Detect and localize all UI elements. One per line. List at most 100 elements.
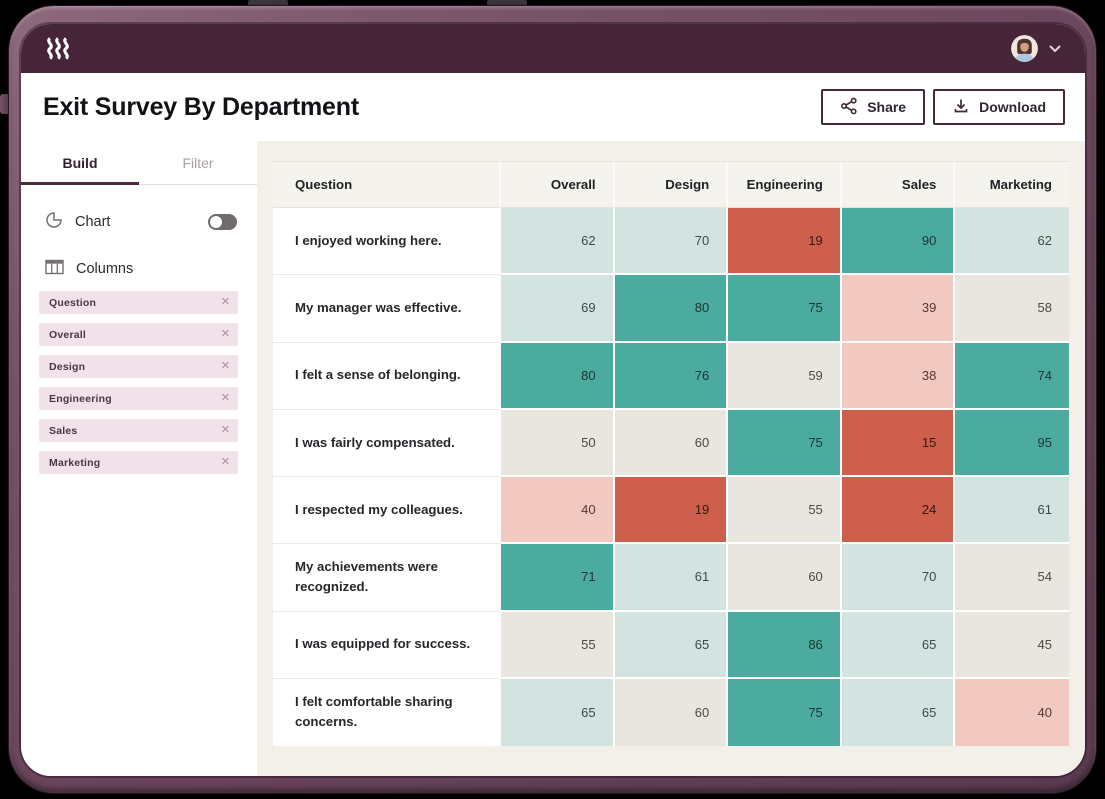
score-cell-low: 19 bbox=[614, 477, 729, 545]
column-chip-overall[interactable]: Overall ✕ bbox=[39, 323, 238, 346]
score-cell-high: 95 bbox=[955, 409, 1069, 477]
sidebar: Build Filter Chart bbox=[21, 141, 257, 776]
chip-remove-icon[interactable]: ✕ bbox=[220, 392, 230, 404]
score-cell-high: 86 bbox=[728, 611, 842, 679]
column-chip-marketing[interactable]: Marketing ✕ bbox=[39, 451, 238, 474]
score-cell-mid: 50 bbox=[501, 409, 615, 477]
table-columns-icon bbox=[45, 259, 64, 279]
page-title: Exit Survey By Department bbox=[43, 92, 359, 121]
chart-toggle[interactable] bbox=[208, 214, 237, 230]
column-chip-sales[interactable]: Sales ✕ bbox=[39, 419, 238, 442]
column-header-sales: Sales bbox=[841, 162, 956, 208]
score-cell-mid: 55 bbox=[728, 477, 842, 545]
score-cell-mid-high: 65 bbox=[614, 611, 729, 679]
column-chip-engineering[interactable]: Engineering ✕ bbox=[39, 387, 238, 410]
score-cell-mid: 60 bbox=[728, 544, 842, 612]
tab-build[interactable]: Build bbox=[21, 141, 139, 185]
chip-label: Question bbox=[49, 296, 97, 309]
score-cell-mid-high: 70 bbox=[614, 208, 729, 276]
columns-row: Columns bbox=[21, 259, 257, 279]
score-cell-mid-high: 62 bbox=[955, 208, 1069, 276]
score-cell-low: 24 bbox=[841, 477, 956, 545]
score-cell-low-mid: 40 bbox=[955, 678, 1069, 746]
heatmap-table: Question Overall Design Engineering Sales Mar… bbox=[273, 161, 1069, 746]
chip-remove-icon[interactable]: ✕ bbox=[220, 360, 230, 372]
content-panel: Question Overall Design Engineering Sales Mar… bbox=[257, 141, 1085, 776]
score-cell-mid: 54 bbox=[955, 544, 1069, 612]
question-cell: I felt a sense of belonging. bbox=[273, 342, 501, 410]
table-row: My achievements were recognized. 71 61 60 70… bbox=[273, 544, 1069, 612]
page-header: Exit Survey By Department Share bbox=[21, 73, 1085, 141]
share-button[interactable]: Share bbox=[821, 89, 926, 125]
score-cell-mid: 60 bbox=[614, 678, 729, 746]
download-button-label: Download bbox=[979, 99, 1046, 115]
table-row: I was equipped for success. 55 65 86 65 45 bbox=[273, 611, 1069, 679]
score-cell-high: 75 bbox=[728, 678, 842, 746]
columns-label: Columns bbox=[76, 261, 134, 277]
chip-label: Overall bbox=[49, 328, 87, 341]
tab-filter[interactable]: Filter bbox=[139, 141, 257, 184]
chevron-down-icon[interactable] bbox=[1049, 40, 1061, 58]
chip-remove-icon[interactable]: ✕ bbox=[220, 424, 230, 436]
chip-label: Engineering bbox=[49, 392, 112, 405]
chip-remove-icon[interactable]: ✕ bbox=[220, 456, 230, 468]
account-menu[interactable] bbox=[1011, 35, 1061, 62]
download-button[interactable]: Download bbox=[933, 89, 1065, 125]
score-cell-mid-high: 65 bbox=[501, 678, 615, 746]
column-header-marketing: Marketing bbox=[955, 162, 1069, 208]
column-header-design: Design bbox=[614, 162, 729, 208]
column-header-overall: Overall bbox=[501, 162, 615, 208]
share-button-label: Share bbox=[867, 99, 907, 115]
share-nodes-icon bbox=[840, 97, 858, 118]
question-cell: I enjoyed working here. bbox=[273, 208, 501, 276]
device-top-button bbox=[248, 0, 288, 9]
user-avatar[interactable] bbox=[1011, 35, 1038, 62]
chip-label: Sales bbox=[49, 424, 78, 437]
score-cell-mid-high: 69 bbox=[501, 275, 615, 343]
app-screen: Exit Survey By Department Share bbox=[21, 24, 1085, 776]
column-header-question: Question bbox=[273, 162, 501, 208]
tab-build-label: Build bbox=[62, 154, 98, 171]
score-cell-high: 71 bbox=[501, 544, 615, 612]
score-cell-mid: 55 bbox=[501, 611, 615, 679]
table-row: I felt a sense of belonging. 80 76 59 38 74 bbox=[273, 342, 1069, 410]
question-cell: I felt comfortable sharing concerns. bbox=[273, 678, 501, 746]
download-icon bbox=[952, 97, 970, 118]
device-side-button bbox=[0, 94, 10, 114]
score-cell-high: 75 bbox=[728, 275, 842, 343]
score-cell-high: 75 bbox=[728, 409, 842, 477]
score-cell-mid-high: 70 bbox=[841, 544, 956, 612]
score-cell-high: 80 bbox=[501, 342, 615, 410]
score-cell-mid: 59 bbox=[728, 342, 842, 410]
app-logo-icon bbox=[45, 37, 72, 60]
table-header-row: Question Overall Design Engineering Sales Mar… bbox=[273, 162, 1069, 208]
column-chip-design[interactable]: Design ✕ bbox=[39, 355, 238, 378]
score-cell-mid: 58 bbox=[955, 275, 1069, 343]
question-cell: My manager was effective. bbox=[273, 275, 501, 343]
score-cell-mid-high: 61 bbox=[614, 544, 729, 612]
chip-remove-icon[interactable]: ✕ bbox=[220, 328, 230, 340]
chip-remove-icon[interactable]: ✕ bbox=[220, 296, 230, 308]
chip-label: Design bbox=[49, 360, 86, 373]
table-row: I felt comfortable sharing concerns. 65 60… bbox=[273, 678, 1069, 746]
score-cell-high: 74 bbox=[955, 342, 1069, 410]
column-header-engineering: Engineering bbox=[728, 162, 842, 208]
score-cell-low: 15 bbox=[841, 409, 956, 477]
sidebar-tabs: Build Filter bbox=[21, 141, 257, 185]
column-chip-question[interactable]: Question ✕ bbox=[39, 291, 238, 314]
table-row: I respected my colleagues. 40 19 55 24 61 bbox=[273, 477, 1069, 545]
device-top-button bbox=[487, 0, 527, 9]
score-cell-mid-high: 62 bbox=[501, 208, 615, 276]
score-cell-mid: 45 bbox=[955, 611, 1069, 679]
score-cell-low: 19 bbox=[728, 208, 842, 276]
tablet-frame: Exit Survey By Department Share bbox=[8, 5, 1097, 794]
score-cell-low-mid: 38 bbox=[841, 342, 956, 410]
score-cell-high: 80 bbox=[614, 275, 729, 343]
table-row: I enjoyed working here. 62 70 19 90 62 bbox=[273, 208, 1069, 276]
topbar bbox=[21, 24, 1085, 73]
column-chips: Question ✕ Overall ✕ Design ✕ Engineering ✕ Sale… bbox=[39, 291, 238, 474]
table-row: My manager was effective. 69 80 75 39 58 bbox=[273, 275, 1069, 343]
score-cell-mid-high: 65 bbox=[841, 678, 956, 746]
question-cell: My achievements were recognized. bbox=[273, 544, 501, 612]
question-cell: I was equipped for success. bbox=[273, 611, 501, 679]
